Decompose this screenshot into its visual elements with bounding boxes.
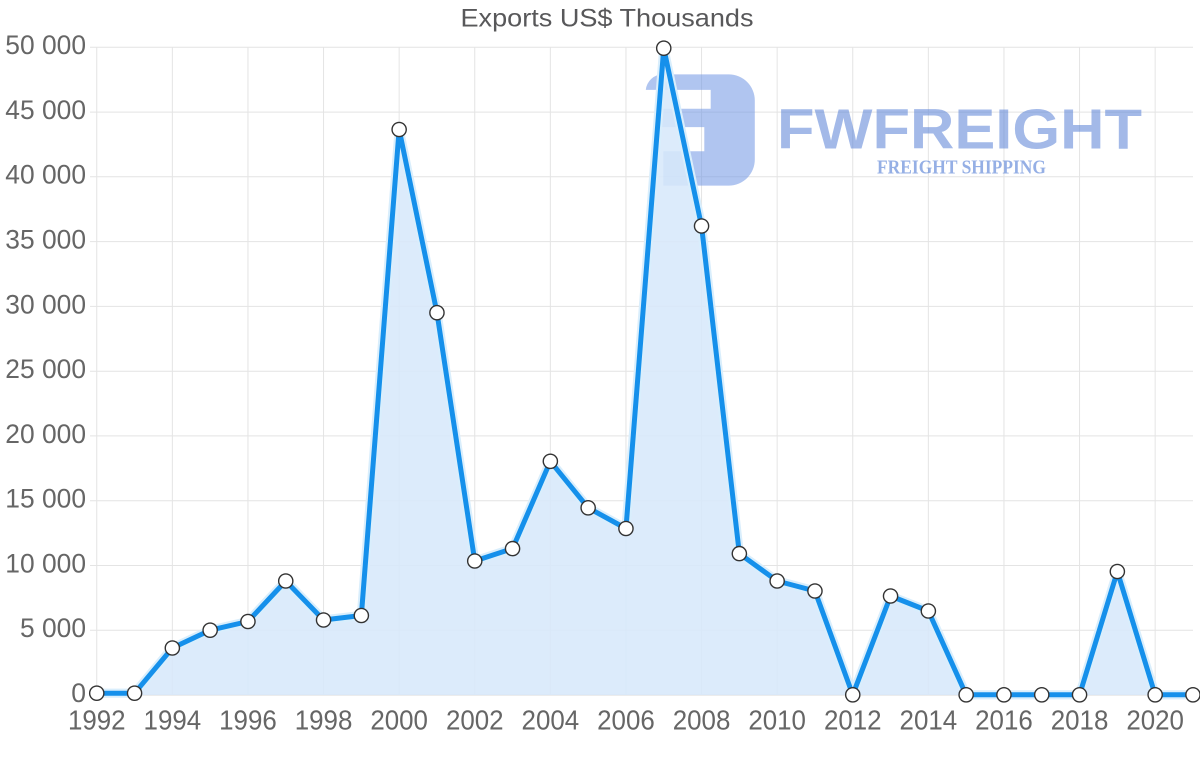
svg-text:40 000: 40 000	[5, 160, 86, 190]
svg-text:2002: 2002	[446, 705, 504, 736]
svg-text:10 000: 10 000	[5, 548, 86, 578]
svg-text:2006: 2006	[597, 705, 655, 736]
svg-text:5 000: 5 000	[20, 613, 86, 643]
svg-text:50 000: 50 000	[5, 30, 86, 60]
svg-text:2000: 2000	[370, 705, 428, 736]
svg-text:2008: 2008	[673, 705, 731, 736]
svg-text:FREIGHT SHIPPING: FREIGHT SHIPPING	[877, 158, 1046, 179]
svg-text:15 000: 15 000	[5, 484, 86, 514]
svg-text:45 000: 45 000	[5, 95, 86, 125]
svg-text:30 000: 30 000	[5, 289, 86, 319]
svg-text:FWFREIGHT: FWFREIGHT	[777, 98, 1142, 162]
svg-text:2010: 2010	[748, 705, 806, 736]
svg-text:1996: 1996	[219, 705, 277, 736]
svg-text:2020: 2020	[1126, 705, 1184, 736]
svg-text:25 000: 25 000	[5, 354, 86, 384]
svg-text:2018: 2018	[1051, 705, 1109, 736]
svg-text:1994: 1994	[144, 705, 202, 736]
svg-text:20 000: 20 000	[5, 419, 86, 449]
svg-text:2004: 2004	[522, 705, 580, 736]
svg-text:Exports US$ Thousands: Exports US$ Thousands	[461, 5, 754, 33]
svg-text:1998: 1998	[295, 705, 353, 736]
svg-text:1992: 1992	[68, 705, 126, 736]
svg-text:2014: 2014	[900, 705, 958, 736]
svg-text:0: 0	[71, 678, 86, 708]
svg-text:2012: 2012	[824, 705, 882, 736]
svg-text:35 000: 35 000	[5, 225, 86, 255]
svg-text:2016: 2016	[975, 705, 1033, 736]
